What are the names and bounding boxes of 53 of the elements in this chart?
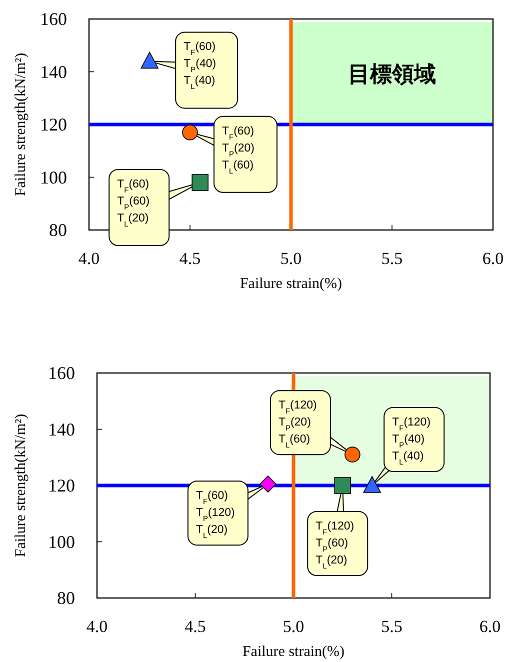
y-tick-label: 80 [57,588,75,608]
annotation: T$_{L}$(40) [392,450,424,466]
point [182,124,198,140]
point [363,476,381,493]
x-tick-label: 4.0 [86,617,108,636]
y-tick-label: 100 [48,532,75,552]
annotation: T$_{L}$(20) [117,212,149,228]
x-axis-title: Failure strain(%) [240,276,342,292]
annotation: T$_{P}$(20) [278,416,312,432]
annotation: T$_{L}$(40) [184,75,216,91]
annotation: T$_{L}$(60) [222,159,254,175]
x-tick-label: 5.0 [280,249,302,268]
x-tick-label: 6.0 [482,249,504,268]
annotation: T$_{F}$(120) [278,400,318,416]
x-tick-label: 4.5 [184,617,206,636]
band-label: 目標領域 [348,61,436,86]
point [260,476,276,492]
annotation: T$_{P}$(20) [222,142,255,158]
annotation: T$_{P}$(60) [316,538,348,553]
annotation: T$_{F}$(60) [184,41,216,57]
y-tick-label: 140 [40,62,67,82]
annotation: T$_{F}$(60) [117,178,150,194]
y-tick-label: 140 [48,419,75,440]
annotation: T$_{P}$(60) [117,196,150,212]
annotation: T$_{L}$(20) [316,554,348,570]
y-tick-label: 160 [48,363,75,383]
x-tick-label: 5.0 [282,617,304,636]
annotation: T$_{F}$(60) [222,125,254,141]
x-tick-label: 6.0 [479,617,501,636]
annotation: T$_{F}$(60) [196,490,228,506]
point [192,174,208,191]
x-axis-title: Failure strain(%) [242,644,345,660]
annotation: T$_{P}$(40) [184,58,216,74]
annotation: T$_{F}$(120) [392,416,431,432]
x-tick-label: 4.0 [78,249,100,268]
x-tick-label: 4.5 [179,249,201,268]
y-axis-title: Failure strength(kN/m²) [13,52,29,196]
y-tick-label: 100 [40,167,67,188]
y-tick-label: 120 [48,476,75,496]
point [140,52,158,69]
annotation: T$_{L}$(60) [278,434,310,450]
y-tick-label: 120 [40,114,67,134]
y-tick-label: 160 [40,9,67,29]
annotation: T$_{P}$(120) [196,507,235,523]
y-axis-title: Failure strength(kN/m²) [13,414,29,558]
annotation: T$_{P}$(40) [392,434,425,449]
x-tick-label: 5.5 [381,617,402,636]
annotation: T$_{L}$(20) [196,524,228,540]
annotation: T$_{F}$(120) [316,520,354,536]
y-tick-label: 80 [49,220,67,240]
point [334,477,352,494]
x-tick-label: 5.5 [381,249,403,268]
point [344,446,360,462]
